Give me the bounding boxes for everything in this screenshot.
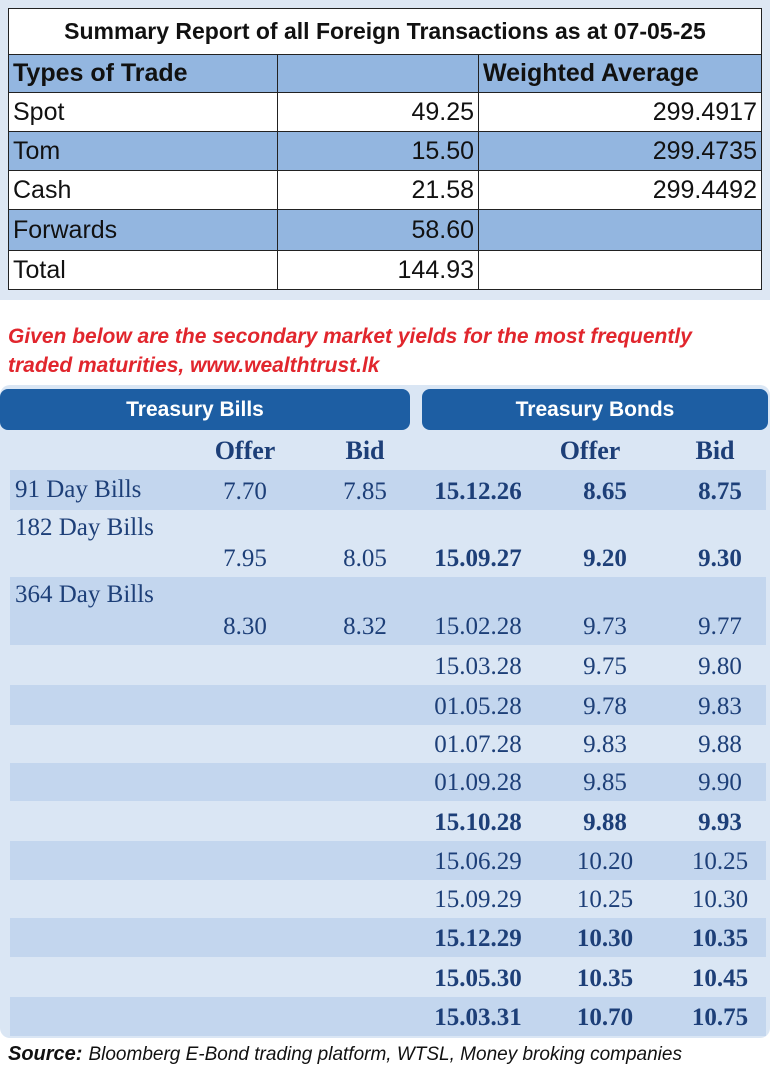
bond-bid: 9.77	[698, 613, 742, 640]
bond-offer: 9.20	[583, 545, 627, 572]
row-band	[10, 577, 766, 645]
bond-bid: 10.25	[691, 848, 749, 875]
bond-bid: 9.93	[698, 809, 742, 836]
bond-date: 15.05.30	[434, 965, 522, 992]
bond-bid: 10.75	[691, 1004, 749, 1031]
bond-date: 01.05.28	[434, 693, 522, 720]
bond-date: 15.06.29	[434, 848, 522, 875]
row-band	[10, 997, 766, 1036]
row-band	[10, 763, 766, 801]
bond-bid: 10.30	[691, 886, 749, 913]
bond-offer: 10.35	[576, 965, 634, 992]
bond-offer: 9.73	[583, 613, 627, 640]
bond-bid: 10.45	[691, 965, 749, 992]
bond-date: 15.02.28	[434, 613, 522, 640]
bond-date: 15.12.26	[434, 478, 522, 505]
column-header: Bid	[695, 436, 735, 465]
bond-bid: 10.35	[691, 925, 749, 952]
value-cell: 299.4735	[478, 131, 762, 171]
bond-bid: 9.83	[698, 693, 742, 720]
bond-bid: 8.75	[698, 478, 742, 505]
bond-offer: 10.20	[576, 848, 634, 875]
value-cell: 299.4917	[478, 92, 762, 132]
label-cell: Cash	[8, 170, 278, 210]
bond-bid: 9.30	[698, 545, 742, 572]
label-cell: Forwards	[8, 209, 278, 251]
source-label: Source:	[8, 1043, 83, 1065]
bill-offer: 8.30	[223, 613, 267, 640]
source-line: Source: Bloomberg E-Bond trading platform…	[8, 1040, 768, 1069]
bond-date: 15.12.29	[434, 925, 522, 952]
bond-offer: 9.88	[583, 809, 627, 836]
bond-offer: 8.65	[583, 478, 627, 505]
row-band	[10, 470, 766, 510]
value-cell: 144.93	[277, 250, 479, 290]
bill-bid: 8.05	[343, 545, 387, 572]
bond-date: 15.09.29	[434, 886, 522, 913]
bill-bid: 7.85	[343, 478, 387, 505]
bond-bid: 9.80	[698, 653, 742, 680]
value-cell: 15.50	[277, 131, 479, 171]
value-cell: 21.58	[277, 170, 479, 210]
header-cell	[277, 54, 479, 93]
bond-offer: 10.70	[576, 1004, 634, 1031]
bill-label: 364 Day Bills	[15, 581, 154, 608]
header-cell: Types of Trade	[8, 54, 278, 93]
column-header: Bid	[345, 436, 385, 465]
bond-date: 15.09.27	[434, 545, 522, 572]
bond-offer: 9.78	[583, 693, 627, 720]
label-cell: Tom	[8, 131, 278, 171]
label-cell: Total	[8, 250, 278, 290]
bond-date: 15.03.31	[434, 1004, 522, 1031]
label-cell: Spot	[8, 92, 278, 132]
value-cell	[478, 250, 762, 290]
bill-label: 182 Day Bills	[15, 514, 154, 541]
bond-bid: 9.90	[698, 769, 742, 796]
bond-date: 01.09.28	[434, 769, 522, 796]
note: Given below are the secondary market yie…	[8, 325, 692, 377]
bill-label: 91 Day Bills	[15, 476, 142, 503]
bond-offer: 9.83	[583, 731, 627, 758]
bond-offer: 10.30	[576, 925, 634, 952]
bill-bid: 8.32	[343, 613, 387, 640]
bills-tab	[0, 389, 410, 430]
bond-offer: 9.85	[583, 769, 627, 796]
bonds-tab	[422, 389, 768, 430]
row-band	[10, 685, 766, 725]
header-cell: Weighted Average	[478, 54, 762, 93]
bond-date: 01.07.28	[434, 731, 522, 758]
source-text: Bloomberg E-Bond trading platform, WTSL,…	[88, 1044, 682, 1065]
column-header: Offer	[214, 436, 276, 465]
value-cell	[478, 209, 762, 251]
summary-title: Summary Report of all Foreign Transactio…	[8, 8, 762, 55]
tab-label: Treasury Bonds	[515, 397, 675, 421]
value-cell: 49.25	[277, 92, 479, 132]
value-cell: 299.4492	[478, 170, 762, 210]
bill-offer: 7.70	[223, 478, 267, 505]
tab-label: Treasury Bills	[126, 397, 264, 421]
bond-date: 15.10.28	[434, 809, 522, 836]
bond-offer: 9.75	[583, 653, 627, 680]
row-band	[10, 841, 766, 880]
bond-offer: 10.25	[576, 886, 634, 913]
bond-bid: 9.88	[698, 731, 742, 758]
column-header: Offer	[559, 436, 621, 465]
bill-offer: 7.95	[223, 545, 267, 572]
row-band	[10, 918, 766, 957]
value-cell: 58.60	[277, 209, 479, 251]
bond-date: 15.03.28	[434, 653, 522, 680]
